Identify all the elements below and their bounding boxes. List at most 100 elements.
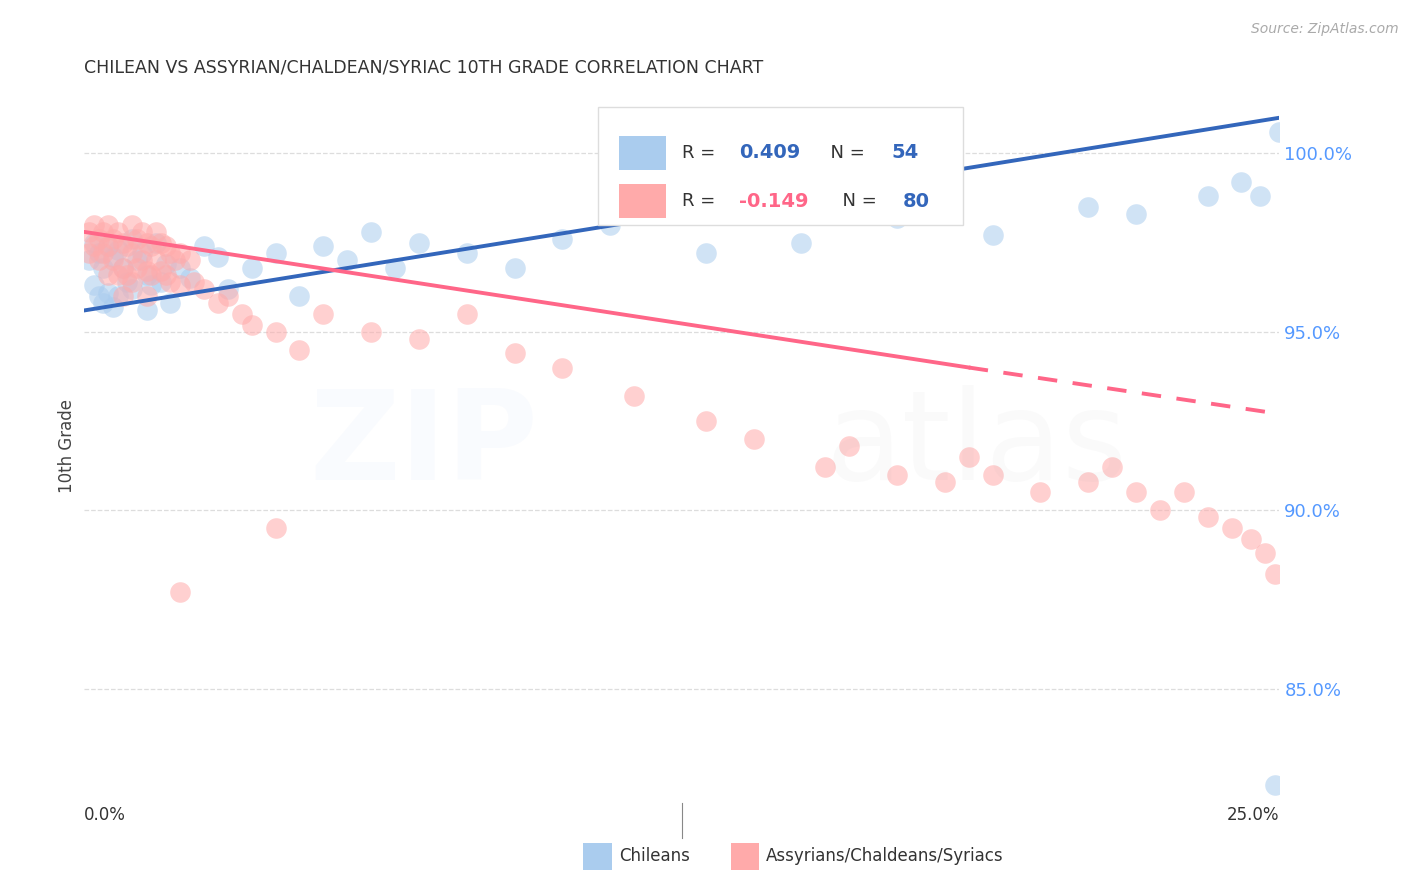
Point [97, 268, 120, 282]
Point [125, 260, 148, 275]
Point [111, 260, 134, 275]
Point [97, 239, 120, 253]
Point [312, 307, 335, 321]
Point [159, 246, 181, 260]
Point [131, 246, 153, 260]
Text: 80: 80 [903, 192, 929, 211]
Point [551, 360, 574, 375]
Text: CHILEAN VS ASSYRIAN/CHALDEAN/SYRIAC 10TH GRADE CORRELATION CHART: CHILEAN VS ASSYRIAN/CHALDEAN/SYRIAC 10TH… [84, 59, 763, 77]
Bar [619, 136, 666, 169]
Point [121, 275, 143, 289]
Point [1197, 189, 1219, 203]
Bar [619, 184, 666, 219]
Point [288, 343, 311, 357]
Point [101, 253, 124, 268]
Point [121, 232, 143, 246]
Point [886, 467, 908, 482]
Point [141, 268, 163, 282]
Point [125, 253, 148, 268]
Point [1125, 207, 1147, 221]
Point [101, 250, 124, 264]
Text: ZIP: ZIP [309, 385, 538, 507]
Point [135, 268, 157, 282]
Text: N =: N = [831, 193, 883, 211]
Point [101, 300, 124, 314]
Text: 0.0%: 0.0% [84, 806, 127, 824]
Point [503, 346, 526, 360]
Point [288, 289, 311, 303]
Point [169, 246, 191, 260]
FancyBboxPatch shape [599, 107, 963, 225]
Point [107, 225, 129, 239]
Point [193, 282, 215, 296]
Point [814, 460, 837, 475]
Point [97, 239, 120, 253]
Point [1220, 521, 1243, 535]
Point [77, 253, 100, 268]
Point [87, 253, 110, 268]
Point [77, 246, 100, 260]
Point [179, 253, 201, 268]
Point [111, 235, 134, 250]
Point [155, 257, 177, 271]
Point [1029, 485, 1052, 500]
Point [93, 296, 115, 310]
Text: Assyrians/Chaldeans/Syriacs: Assyrians/Chaldeans/Syriacs [766, 847, 1004, 865]
Point [87, 232, 110, 246]
Point [121, 218, 143, 232]
Point [169, 260, 191, 275]
Point [145, 235, 167, 250]
Point [93, 225, 115, 239]
Point [886, 211, 908, 225]
Point [135, 303, 157, 318]
Point [240, 260, 263, 275]
Point [169, 585, 191, 599]
Point [83, 218, 105, 232]
Point [1264, 567, 1286, 582]
Point [207, 250, 229, 264]
Point [551, 232, 574, 246]
Point [838, 439, 860, 453]
Point [695, 246, 717, 260]
Point [1173, 485, 1195, 500]
Point [111, 289, 134, 303]
Point [231, 307, 253, 321]
Point [1101, 460, 1123, 475]
Point [165, 253, 187, 268]
Point [1240, 532, 1263, 546]
Point [456, 307, 478, 321]
Point [149, 235, 172, 250]
Y-axis label: 10th Grade: 10th Grade [58, 399, 76, 493]
Point [1249, 189, 1271, 203]
Point [312, 239, 335, 253]
Point [131, 253, 153, 268]
Point [1268, 125, 1291, 139]
Point [121, 246, 143, 260]
Point [107, 289, 129, 303]
Point [145, 253, 167, 268]
Point [217, 282, 239, 296]
Point [155, 239, 177, 253]
Point [1077, 475, 1099, 489]
Point [179, 271, 201, 285]
Text: -0.149: -0.149 [740, 192, 808, 211]
Point [408, 235, 430, 250]
Point [93, 246, 115, 260]
Point [155, 268, 177, 282]
Text: 0.409: 0.409 [740, 143, 800, 162]
Point [264, 325, 287, 339]
Point [695, 414, 717, 428]
Point [101, 232, 124, 246]
Point [384, 260, 406, 275]
Point [1125, 485, 1147, 500]
Point [217, 289, 239, 303]
Point [1230, 175, 1253, 189]
Point [193, 239, 215, 253]
Point [141, 239, 163, 253]
Point [97, 285, 120, 300]
Point [145, 225, 167, 239]
Point [83, 278, 105, 293]
Text: 25.0%: 25.0% [1227, 806, 1279, 824]
Point [169, 278, 191, 293]
Point [1077, 200, 1099, 214]
